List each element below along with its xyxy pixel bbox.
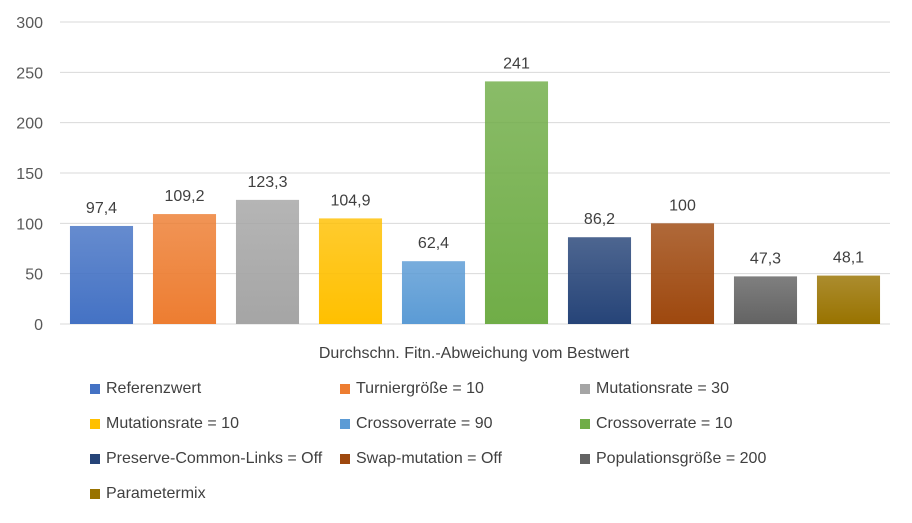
legend-item: Turniergröße = 10 bbox=[340, 380, 484, 398]
legend-item: Mutationsrate = 10 bbox=[90, 415, 239, 433]
x-axis-label: Durchschn. Fitn.-Abweichung vom Bestwert bbox=[319, 345, 630, 362]
legend-label: Crossoverrate = 10 bbox=[596, 415, 733, 432]
bars bbox=[69, 81, 881, 324]
bar-4 bbox=[318, 218, 383, 324]
legend-swatch bbox=[90, 419, 100, 429]
data-label: 48,1 bbox=[833, 250, 864, 267]
legend-item: Preserve-Common-Links = Off bbox=[90, 450, 322, 468]
legend-swatch bbox=[340, 384, 350, 394]
y-tick-label: 300 bbox=[16, 15, 43, 32]
data-label: 241 bbox=[503, 55, 530, 72]
bar-6 bbox=[484, 81, 549, 324]
y-tick-label: 200 bbox=[16, 116, 43, 133]
data-label: 62,4 bbox=[418, 235, 449, 252]
legend-item: Swap-mutation = Off bbox=[340, 450, 502, 468]
legend-label: Populationsgröße = 200 bbox=[596, 450, 767, 467]
legend-label: Swap-mutation = Off bbox=[356, 450, 502, 467]
legend-label: Turniergröße = 10 bbox=[356, 380, 484, 397]
legend-label: Mutationsrate = 30 bbox=[596, 380, 729, 397]
bar-3 bbox=[235, 199, 300, 324]
legend-swatch bbox=[90, 384, 100, 394]
y-tick-label: 100 bbox=[16, 216, 43, 233]
legend-swatch bbox=[580, 384, 590, 394]
data-label: 123,3 bbox=[247, 174, 287, 191]
y-tick-label: 50 bbox=[25, 267, 43, 284]
data-label: 100 bbox=[669, 197, 696, 214]
legend-swatch bbox=[340, 419, 350, 429]
bar-1 bbox=[69, 225, 134, 324]
bar-2 bbox=[152, 214, 217, 324]
y-tick-label: 250 bbox=[16, 65, 43, 82]
legend-swatch bbox=[340, 454, 350, 464]
legend-swatch bbox=[580, 419, 590, 429]
bar-9 bbox=[733, 276, 798, 324]
legend-label: Mutationsrate = 10 bbox=[106, 415, 239, 432]
legend-item: Populationsgröße = 200 bbox=[580, 450, 766, 468]
legend-swatch bbox=[90, 489, 100, 499]
data-label: 97,4 bbox=[86, 200, 117, 217]
legend-item: Crossoverrate = 90 bbox=[340, 415, 493, 433]
data-label: 47,3 bbox=[750, 250, 781, 267]
bar-8 bbox=[650, 223, 715, 324]
bar-7 bbox=[567, 237, 632, 324]
legend-swatch bbox=[580, 454, 590, 464]
bar-chart: 0 50 100 150 200 250 300 97,4 109,2 123,3 104,9 62… bbox=[16, 15, 890, 362]
legend-label: Crossoverrate = 90 bbox=[356, 415, 493, 432]
legend-item: Referenzwert bbox=[90, 380, 201, 398]
data-label: 104,9 bbox=[330, 192, 370, 209]
legend-item: Mutationsrate = 30 bbox=[580, 380, 729, 398]
legend-item: Parametermix bbox=[90, 485, 206, 503]
y-tick-label: 150 bbox=[16, 166, 43, 183]
legend-swatch bbox=[90, 454, 100, 464]
y-tick-label: 0 bbox=[34, 317, 43, 334]
data-label: 109,2 bbox=[164, 188, 204, 205]
y-axis-ticks: 0 50 100 150 200 250 300 bbox=[16, 15, 43, 334]
legend-item: Crossoverrate = 10 bbox=[580, 415, 733, 433]
data-labels: 97,4 109,2 123,3 104,9 62,4 241 86,2 100 47,3 48,… bbox=[86, 55, 864, 267]
legend-label: Preserve-Common-Links = Off bbox=[106, 450, 323, 467]
legend-label: Referenzwert bbox=[106, 380, 202, 397]
bar-5 bbox=[401, 261, 466, 324]
legend-label: Parametermix bbox=[106, 485, 206, 502]
bar-10 bbox=[816, 275, 881, 324]
data-label: 86,2 bbox=[584, 211, 615, 228]
